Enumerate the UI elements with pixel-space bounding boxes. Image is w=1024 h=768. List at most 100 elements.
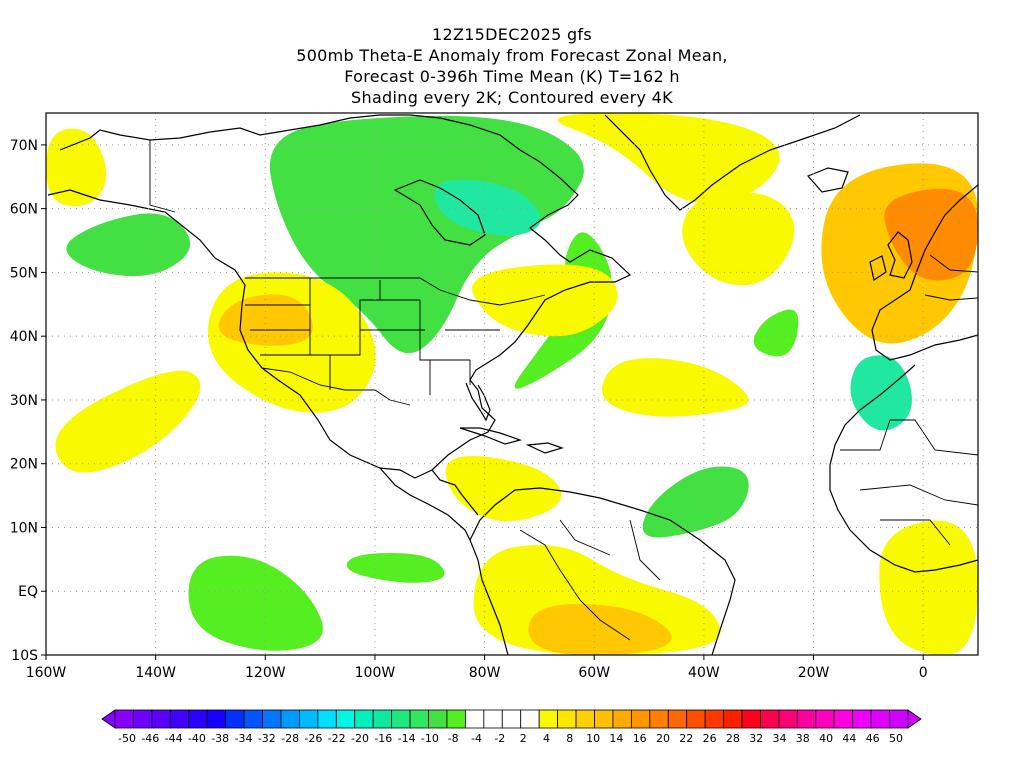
colorbar-label: 28 [726, 732, 740, 745]
colorbar-label: -32 [258, 732, 276, 745]
us-canada-border [245, 277, 546, 306]
iceland-outline [806, 167, 849, 193]
anomaly-region-alaska-warm [46, 128, 107, 207]
colorbar-high-arrow [907, 709, 922, 729]
south-america-coastline [469, 487, 736, 655]
colorbar-swatch [354, 709, 374, 729]
central-america-coastline [379, 467, 471, 541]
colorbar-swatch [852, 709, 872, 729]
colorbar-label: 16 [633, 732, 647, 745]
colorbar-label: -2 [494, 732, 505, 745]
colorbar-swatch [206, 709, 227, 729]
colorbar-label: -46 [141, 732, 159, 745]
colorbar-label: -20 [351, 732, 369, 745]
colorbar-swatch [409, 709, 429, 729]
colorbar-label: -22 [328, 732, 346, 745]
anomaly-region-north-atlantic-warm [682, 192, 795, 286]
coastlines [47, 114, 978, 655]
colorbar-swatch [114, 709, 134, 729]
colorbar-swatch [464, 709, 485, 729]
florida-outline [465, 382, 491, 422]
colorbar-swatch [796, 709, 817, 729]
colorbar-label: 8 [566, 732, 573, 745]
colorbar-swatch [704, 709, 724, 729]
colorbar-label: -14 [398, 732, 416, 745]
colorbar-low-arrow [101, 709, 116, 729]
colorbar-label: 38 [796, 732, 810, 745]
colorbar-swatch [133, 709, 153, 729]
colorbar-swatch [538, 709, 558, 729]
anomaly-region-mid-atlantic-cold [753, 309, 799, 357]
anomaly-region-east-pacific-cold-a [188, 555, 323, 651]
colorbar-label: -44 [165, 732, 183, 745]
lat-tick-label: 10N [10, 520, 38, 536]
lon-tick-label: 60W [578, 665, 610, 681]
south-america-borders [519, 519, 661, 641]
lat-tick-label: 10S [11, 648, 38, 664]
colorbar-label: 34 [773, 732, 787, 745]
colorbar-label: -34 [235, 732, 253, 745]
run-label: 12Z15DEC2025 gfs [431, 25, 592, 44]
colorbar-swatch [151, 709, 171, 729]
anomaly-region-east-pacific-warm-band [55, 370, 201, 473]
colorbar-swatch [815, 709, 835, 729]
colorbar-label: 20 [656, 732, 670, 745]
colorbar-label: 44 [842, 732, 856, 745]
north-america-coastline [47, 114, 632, 479]
anomaly-region-subtropical-atlantic-warm [602, 358, 749, 417]
lon-tick-label: 80W [469, 665, 501, 681]
anomaly-region-west-africa-warm [879, 520, 978, 655]
lat-tick-label: 20N [10, 457, 38, 473]
lat-tick-label: 70N [10, 138, 38, 154]
lat-tick-label: EQ [18, 584, 38, 600]
colorbar-label: -26 [304, 732, 322, 745]
plot-title-line-2: Forecast 0-396h Time Mean (K) T=162 h [344, 67, 680, 86]
colorbar-swatch [575, 709, 595, 729]
colorbar-label: -40 [188, 732, 206, 745]
lat-tick-label: 40N [10, 329, 38, 345]
colorbar-swatch [667, 709, 688, 729]
lon-tick-label: 100W [355, 665, 396, 681]
colorbar-swatch [391, 709, 411, 729]
colorbar-swatch [630, 709, 651, 729]
colorbar-swatch [760, 709, 780, 729]
central-america-east-coast [431, 469, 479, 516]
colorbar-label: -4 [471, 732, 482, 745]
colorbar-swatch [501, 709, 522, 729]
anomaly-shading [46, 113, 978, 655]
africa-coastline [829, 364, 978, 573]
colorbar-label: 40 [819, 732, 833, 745]
lon-tick-label: 20W [798, 665, 830, 681]
colorbar-label: 46 [866, 732, 880, 745]
colorbar-label: 26 [703, 732, 717, 745]
colorbar-swatch [612, 709, 632, 729]
lon-tick-label: 120W [245, 665, 286, 681]
lon-tick-label: 0 [919, 665, 928, 681]
lat-tick-label: 50N [10, 265, 38, 281]
colorbar-label: 22 [679, 732, 693, 745]
anomaly-region-south-america-warm-core [528, 604, 672, 655]
colorbar-label: 2 [520, 732, 527, 745]
south-america-west-coast [469, 539, 509, 655]
colorbar-label: -50 [118, 732, 136, 745]
anomaly-region-canada-cold-core [269, 115, 584, 354]
colorbar-swatch [594, 709, 614, 729]
anomaly-region-arctic-warm [557, 113, 780, 204]
map-frame [45, 112, 979, 656]
colorbar-label: 50 [889, 732, 903, 745]
colorbar-swatch [372, 709, 393, 729]
hudson-bay-outline [393, 179, 486, 246]
colorbar-swatch [335, 709, 356, 729]
colorbar-swatch [686, 709, 706, 729]
europe-borders [924, 254, 978, 301]
colorbar-label: 4 [543, 732, 550, 745]
anomaly-region-canada-coldest [434, 179, 541, 236]
colorbar-swatch [870, 709, 890, 729]
cuba-outline [459, 427, 523, 445]
colorbar-swatch [723, 709, 743, 729]
colorbar-swatch [889, 709, 909, 729]
colorbar-swatch [741, 709, 761, 729]
us-state-lines [245, 278, 500, 395]
